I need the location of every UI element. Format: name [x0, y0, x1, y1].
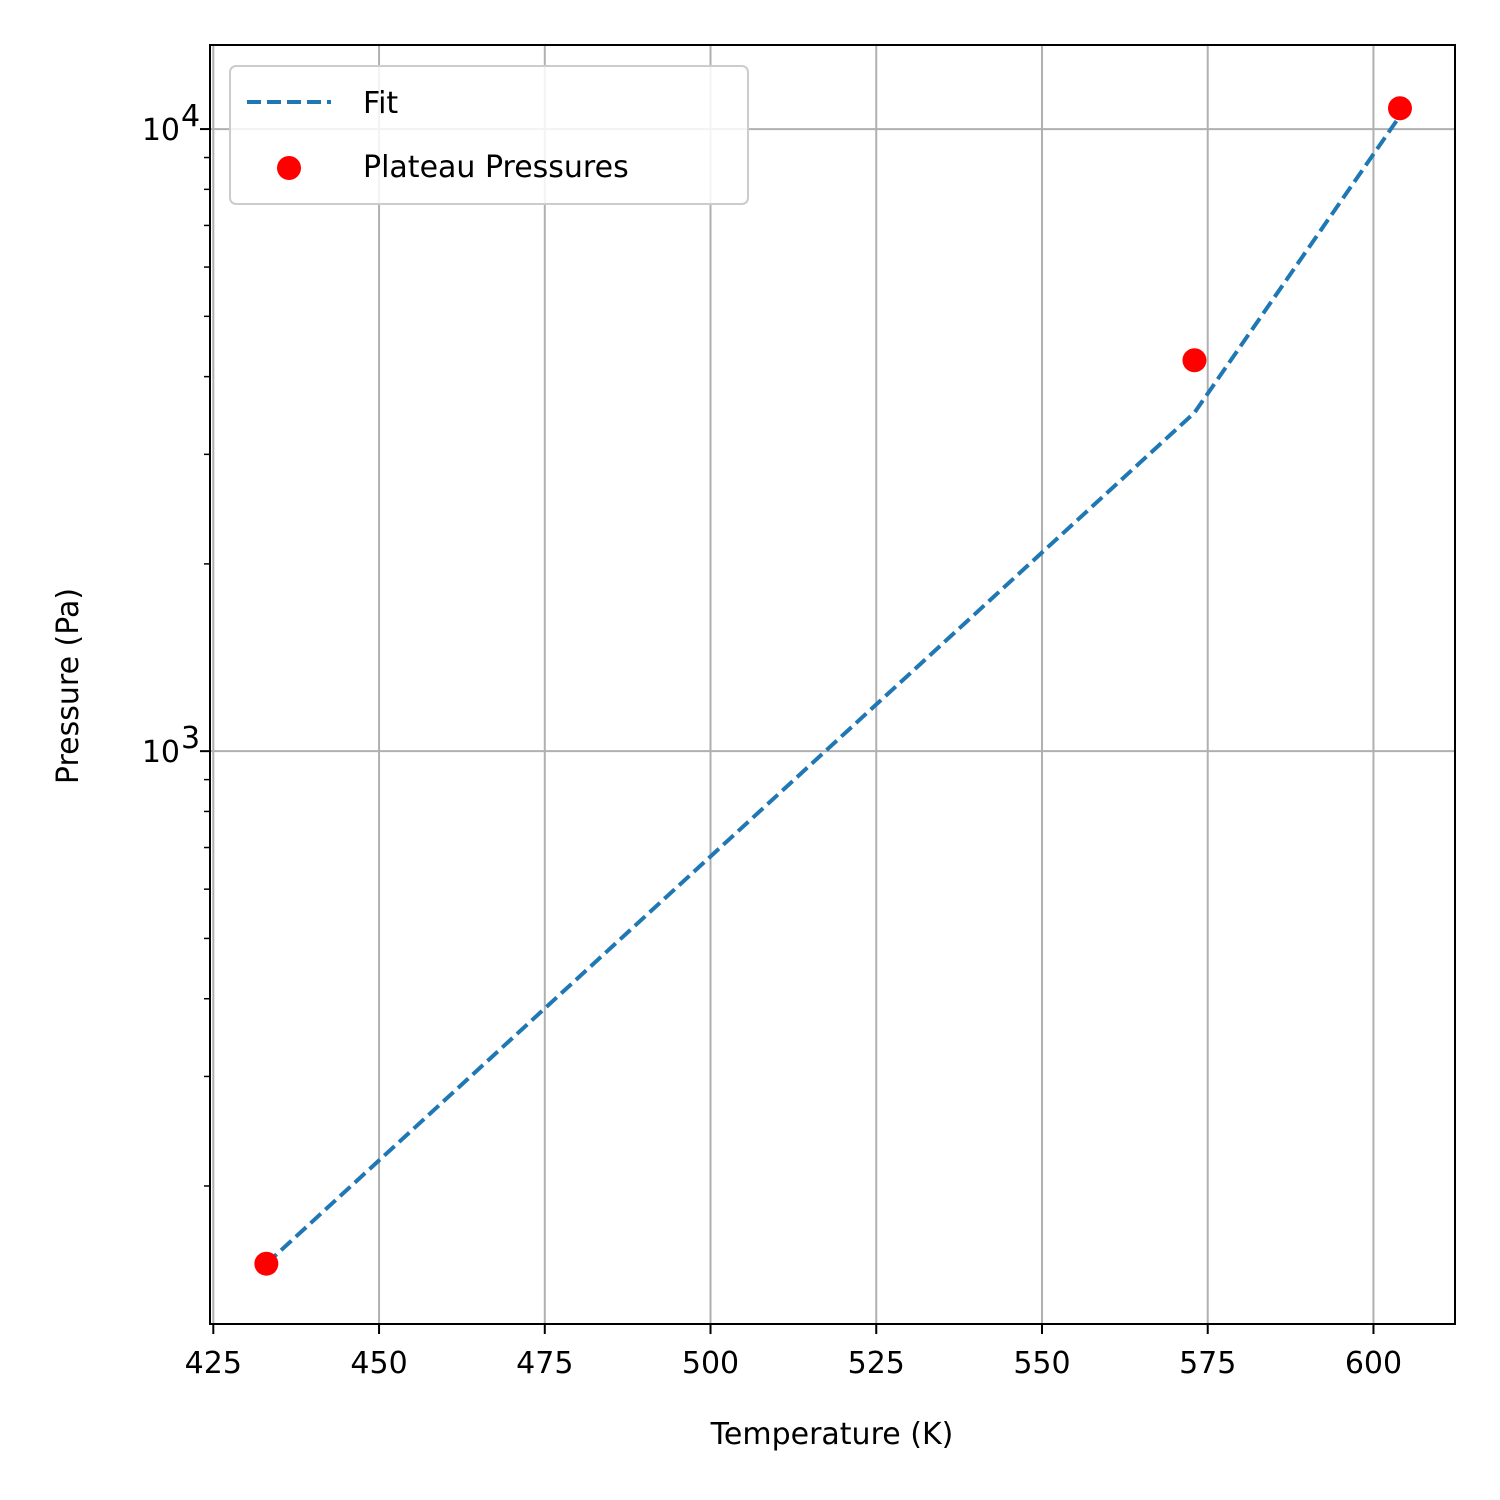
x-tick-label: 500 [682, 1346, 739, 1381]
y-tick-label: 10 [142, 735, 180, 770]
grid [210, 45, 1455, 1324]
plot-area [254, 96, 1412, 1276]
x-tick-label: 425 [185, 1346, 242, 1381]
legend-label-fit: Fit [363, 86, 398, 121]
y-tick-label: 10 [142, 113, 180, 148]
axis-ticks [200, 128, 1375, 1334]
plateau-pressure-point [254, 1251, 279, 1276]
legend-plateau-swatch [277, 156, 301, 180]
x-tick-label: 450 [350, 1346, 407, 1381]
x-tick-label: 475 [516, 1346, 573, 1381]
y-tick-label-exponent: 4 [181, 99, 200, 134]
x-tick-label: 525 [848, 1346, 905, 1381]
legend-box [229, 65, 749, 205]
y-axis-label: Pressure (Pa) [51, 588, 86, 784]
legend-label-plateau-pressures: Plateau Pressures [363, 150, 629, 185]
plateau-pressure-point [1182, 348, 1207, 373]
x-axis-label: Temperature (K) [710, 1417, 954, 1452]
y-tick-label-exponent: 3 [181, 721, 200, 756]
plot-frame [209, 44, 1456, 1325]
x-tick-label: 600 [1345, 1346, 1402, 1381]
x-tick-label: 575 [1179, 1346, 1236, 1381]
x-tick-label: 550 [1013, 1346, 1070, 1381]
plateau-pressure-point [1387, 96, 1412, 121]
legend: Fit Plateau Pressures [229, 65, 749, 205]
